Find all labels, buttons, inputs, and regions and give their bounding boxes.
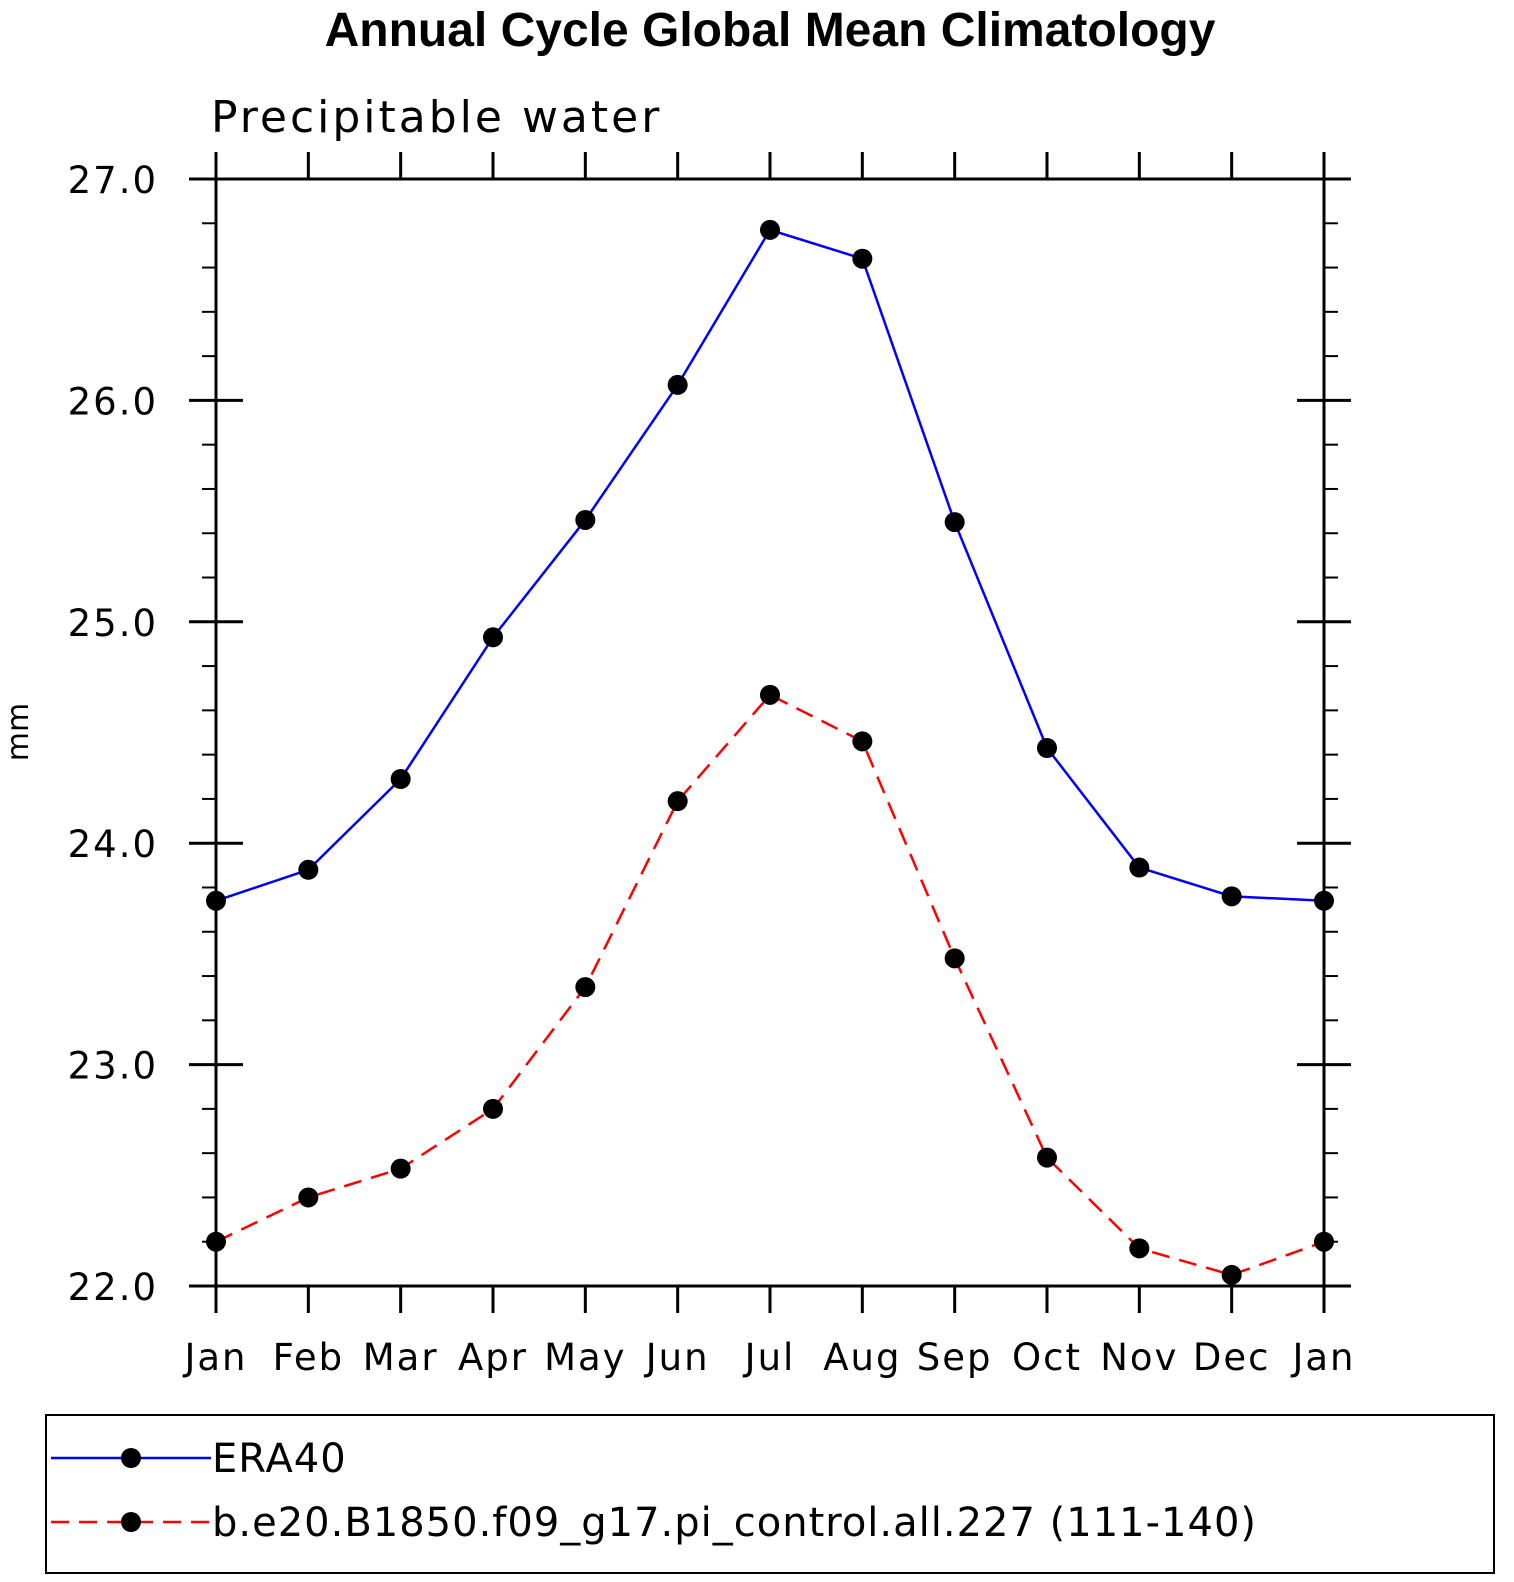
y-axis-label: mm: [1, 703, 36, 761]
data-point: [390, 768, 411, 789]
y-tick-label: 26.0: [68, 380, 158, 423]
x-tick-label: Dec: [1193, 1336, 1271, 1379]
x-tick-label: Jul: [743, 1336, 796, 1379]
legend-box: [45, 1414, 1495, 1574]
y-tick-label: 22.0: [68, 1266, 158, 1309]
data-point: [760, 219, 780, 240]
chart-title: Annual Cycle Global Mean Climatology: [325, 4, 1216, 57]
data-point: [760, 684, 780, 705]
x-tick-label: Aug: [823, 1336, 901, 1379]
series-1: [206, 219, 1334, 911]
data-point: [575, 977, 596, 998]
series-line: [215, 228, 1325, 903]
data-point: [1314, 1231, 1334, 1252]
plot-frame: [214, 177, 1326, 1288]
x-tick-label: May: [544, 1336, 627, 1379]
x-tick-label: Oct: [1012, 1336, 1082, 1379]
data-point: [944, 948, 965, 969]
series-layer: [206, 219, 1334, 1285]
legend: ERA40 b.e20.B1850.f09_g17.pi_control.all.…: [45, 1414, 1495, 1574]
series-2: [206, 684, 1334, 1285]
data-point: [483, 627, 503, 648]
x-tick-label: Mar: [363, 1336, 439, 1379]
data-point: [483, 1098, 503, 1119]
data-point: [667, 791, 688, 812]
data-point: [1221, 886, 1242, 907]
chart-subtitle: Precipitable water: [211, 92, 662, 143]
series-line: [215, 693, 1325, 1277]
data-point: [298, 1187, 319, 1208]
axes: 22.0 23.0 24.0 25.0 26.0 27.0 Jan Feb Mar Apr May J…: [68, 152, 1355, 1379]
x-tick-label: Nov: [1100, 1336, 1178, 1379]
data-point: [298, 859, 319, 880]
x-tick-label: Apr: [458, 1336, 528, 1379]
data-point: [1037, 1147, 1057, 1168]
data-point: [1037, 737, 1057, 758]
data-point: [206, 890, 226, 911]
x-tick-label: Sep: [917, 1336, 993, 1379]
data-point: [944, 512, 965, 533]
x-tick-label: Jan: [182, 1336, 247, 1379]
data-point: [1314, 890, 1334, 911]
data-point: [206, 1231, 226, 1252]
data-point: [390, 1158, 411, 1179]
legend-label: b.e20.B1850.f09_g17.pi_control.all.227 (…: [212, 1500, 1257, 1546]
data-point: [852, 248, 873, 269]
legend-marker: [121, 1512, 141, 1532]
x-tick-label: Jan: [1290, 1336, 1355, 1379]
legend-marker: [121, 1448, 141, 1468]
y-tick-label: 23.0: [68, 1045, 158, 1088]
y-tick-label: 25.0: [68, 602, 158, 645]
y-tick-label: 24.0: [68, 823, 158, 866]
data-point: [1129, 1238, 1150, 1259]
data-point: [575, 509, 596, 530]
y-tick-label: 27.0: [68, 159, 158, 202]
x-tick-label: Jun: [644, 1336, 710, 1379]
data-point: [852, 731, 873, 752]
data-point: [1129, 857, 1150, 878]
data-point: [667, 374, 688, 395]
data-point: [1221, 1264, 1242, 1285]
x-tick-label: Feb: [273, 1336, 345, 1379]
legend-label: ERA40: [212, 1436, 347, 1482]
